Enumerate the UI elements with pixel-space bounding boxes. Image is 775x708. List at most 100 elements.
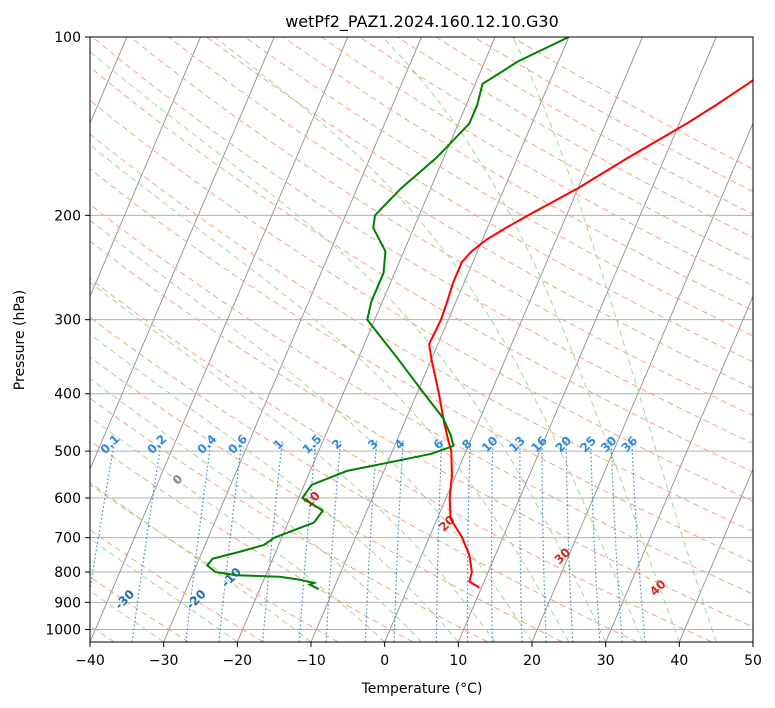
dry-adiabat-line: [435, 37, 753, 215]
mixing-ratio-label: 25: [577, 433, 599, 455]
mixing-ratio-line: [218, 440, 243, 642]
dry-adiabat-line: [282, 37, 753, 312]
x-tick-label: 0: [380, 653, 389, 669]
dry-adiabat-line: [90, 576, 190, 642]
moist-adiabat-line: [90, 51, 607, 642]
moist-adiabat-line: [90, 333, 459, 642]
x-tick-label: 30: [597, 653, 615, 669]
mixing-ratio-line: [435, 440, 443, 642]
moist-adiabat-line: [90, 538, 238, 642]
y-tick-label: 500: [54, 444, 81, 460]
y-tick-label: 300: [54, 313, 81, 329]
isotherm-line: [90, 37, 201, 298]
moist-adiabat-label: 30: [552, 545, 574, 567]
mixing-ratio-label: 0.4: [194, 432, 219, 457]
mixing-ratio-label: 16: [528, 433, 550, 455]
mixing-ratio-line: [590, 440, 601, 642]
mixing-ratio-line: [490, 440, 494, 642]
isotherm-line: [678, 467, 753, 642]
mixing-ratio-line: [131, 440, 162, 642]
mixing-ratio-line: [185, 440, 212, 642]
dry-adiabat-line: [206, 37, 753, 363]
mixing-ratio-line: [610, 440, 623, 642]
mixing-ratio-line: [519, 440, 523, 642]
moist-adiabat-label: 40: [647, 577, 669, 599]
dry-adiabat-line: [90, 440, 414, 642]
isotherm-line: [90, 37, 349, 642]
mixing-ratio-line: [393, 440, 404, 642]
moist-adiabat-line: [382, 37, 680, 642]
x-tick-label: 10: [449, 653, 467, 669]
dry-adiabat-label: -30: [112, 587, 137, 612]
moist-adiabat-line: [90, 144, 570, 642]
moist-adiabat-line: [90, 377, 422, 642]
y-tick-label: 900: [54, 595, 81, 611]
dry-adiabat-line: [130, 37, 753, 417]
y-tick-label: 400: [54, 387, 81, 403]
dry-adiabat-line: [90, 316, 638, 642]
moist-adiabat-label: 0: [170, 472, 186, 488]
dry-adiabat-label: -10: [219, 565, 244, 590]
dry-adiabat-line: [90, 168, 753, 563]
mixing-ratio-line: [466, 440, 471, 642]
mixing-ratio-label: 30: [598, 433, 620, 455]
mixing-ratio-label: 8: [459, 436, 475, 452]
x-tick-label: 20: [523, 653, 541, 669]
y-tick-label: 1000: [45, 622, 81, 638]
x-tick-label: −40: [75, 653, 105, 669]
mixing-ratio-label: 4: [392, 436, 408, 452]
y-axis-label: Pressure (hPa): [12, 290, 28, 390]
dry-adiabat-line: [90, 529, 264, 642]
x-axis-label: Temperature (°C): [361, 681, 483, 697]
dry-adiabat-line: [90, 99, 753, 502]
moist-adiabat-line: [90, 590, 164, 642]
chart-title: wetPf2_PAZ1.2024.160.12.10.G30: [285, 12, 559, 32]
dewpoint-trace: [205, 37, 570, 590]
isotherm-line: [384, 37, 643, 642]
dry-adiabat-line: [90, 483, 339, 642]
mixing-ratio-label: 0.1: [98, 432, 123, 457]
mixing-ratio-line: [325, 440, 342, 642]
y-tick-label: 200: [54, 208, 81, 224]
y-tick-label: 800: [54, 565, 81, 581]
dry-adiabat-label: -20: [184, 587, 209, 612]
y-tick-label: 600: [54, 491, 81, 507]
dry-adiabat-line: [244, 37, 753, 337]
mixing-ratio-line: [90, 440, 116, 594]
plot-area: 0.10.20.40.611.52346810131620253036-100-…: [90, 37, 753, 642]
x-tick-label: 50: [744, 653, 762, 669]
isotherm-line: [163, 37, 422, 642]
isotherm-line: [752, 640, 753, 642]
mixing-ratio-label: 36: [619, 433, 641, 455]
temperature-trace: [428, 78, 753, 589]
plot-overlay: −40 −30 −20 −10 0 10 20 30 40 5010020030040050060…: [45, 30, 762, 669]
moist-adiabat-line: [90, 416, 386, 642]
mixing-ratio-line: [631, 440, 646, 642]
isotherm-line: [236, 37, 496, 642]
isotherm-line: [605, 295, 753, 642]
dry-adiabat-line: [90, 356, 563, 642]
dry-adiabat-line: [90, 240, 753, 628]
mixing-ratio-label: 3: [365, 436, 381, 452]
y-tick-label: 100: [54, 30, 81, 46]
moist-adiabat-line: [90, 219, 533, 642]
mixing-ratio-line: [541, 440, 547, 642]
mixing-ratio-label: 20: [553, 433, 575, 455]
dry-adiabat-line: [90, 203, 753, 595]
mixing-ratio-line: [565, 440, 574, 642]
dry-adiabat-line: [90, 278, 712, 642]
moist-adiabat-line: [90, 281, 496, 642]
isotherm-line: [457, 37, 717, 642]
moist-adiabat-line: [512, 37, 717, 642]
isotherm-line: [90, 37, 275, 471]
mixing-ratio-label: 2: [329, 436, 345, 452]
x-tick-label: −20: [223, 653, 253, 669]
plot-frame: [89, 36, 754, 643]
x-tick-label: −10: [296, 653, 326, 669]
mixing-ratio-label: 0.2: [144, 432, 169, 457]
x-tick-label: 40: [670, 653, 688, 669]
moist-adiabat-line: [214, 37, 643, 642]
mixing-ratio-line: [364, 440, 378, 642]
moist-adiabat-line: [90, 481, 312, 642]
